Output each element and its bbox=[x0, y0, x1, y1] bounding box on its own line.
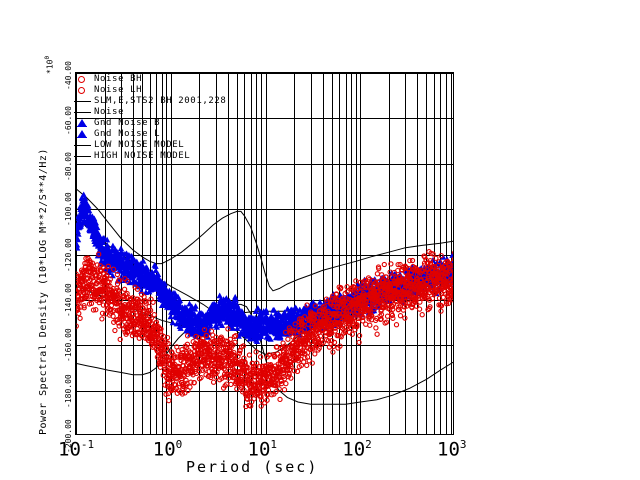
legend-red-circle-icon bbox=[74, 74, 94, 85]
legend-item: LOW NOISE MODEL bbox=[74, 140, 274, 151]
legend-item-label: Gnd Noise B bbox=[94, 118, 161, 128]
x-tick-label: 100 bbox=[152, 438, 183, 461]
legend-blue-triangle-icon bbox=[74, 118, 94, 129]
data-points bbox=[76, 191, 453, 410]
x-tick-label: 10-1 bbox=[58, 438, 95, 461]
legend-red-circle-icon bbox=[74, 85, 94, 96]
y-tick-label: -180.00 bbox=[64, 373, 73, 408]
y-tick-label: -140.00 bbox=[64, 283, 73, 317]
legend-item: Noise LH bbox=[74, 85, 274, 96]
y-tick-label: -160.00 bbox=[64, 328, 73, 363]
y-tick-label: -100.00 bbox=[64, 192, 73, 227]
legend-item-label: Gnd Noise L bbox=[94, 129, 161, 139]
plot-area bbox=[75, 72, 454, 435]
x-tick-label: 102 bbox=[342, 438, 372, 461]
y-axis-title: Power Spectral Density (10*LOG M**2/S**4… bbox=[38, 148, 49, 435]
y-tick-label: -80.00 bbox=[64, 151, 73, 181]
y-tick-label: -120.00 bbox=[64, 237, 73, 272]
legend-item: Noise BH bbox=[74, 74, 274, 85]
legend-blue-triangle-icon bbox=[74, 129, 94, 140]
legend-item: HIGH NOISE MODEL bbox=[74, 151, 274, 162]
legend-item: Gnd Noise L bbox=[74, 129, 274, 140]
legend-item-label: SLM,E,STS2 BH 2001,228 bbox=[94, 96, 227, 106]
y-axis-exponent-label: *100 bbox=[44, 55, 55, 74]
legend-item-label: LOW NOISE MODEL bbox=[94, 140, 185, 150]
legend-item-label: Noise BH bbox=[94, 74, 143, 84]
x-tick-label: 103 bbox=[437, 438, 467, 461]
legend: Noise BH Noise LH SLM,E,STS2 BH 2001,228 No… bbox=[74, 74, 274, 162]
legend-item: Gnd Noise B bbox=[74, 118, 274, 129]
y-tick-label: -40.00 bbox=[64, 61, 73, 90]
legend-line-icon bbox=[74, 151, 94, 162]
x-axis-title: Period (sec) bbox=[186, 458, 319, 476]
legend-line-icon bbox=[74, 140, 94, 151]
legend-item: SLM,E,STS2 BH 2001,228 bbox=[74, 96, 274, 107]
y-tick-label: -60.00 bbox=[64, 106, 73, 136]
legend-item-label: HIGH NOISE MODEL bbox=[94, 151, 191, 161]
legend-line-icon bbox=[74, 96, 94, 107]
legend-item: Noise bbox=[74, 107, 274, 118]
legend-line-icon bbox=[74, 107, 94, 118]
x-tick-label: 101 bbox=[247, 438, 278, 461]
legend-item-label: Noise bbox=[94, 107, 125, 117]
legend-item-label: Noise LH bbox=[94, 85, 143, 95]
